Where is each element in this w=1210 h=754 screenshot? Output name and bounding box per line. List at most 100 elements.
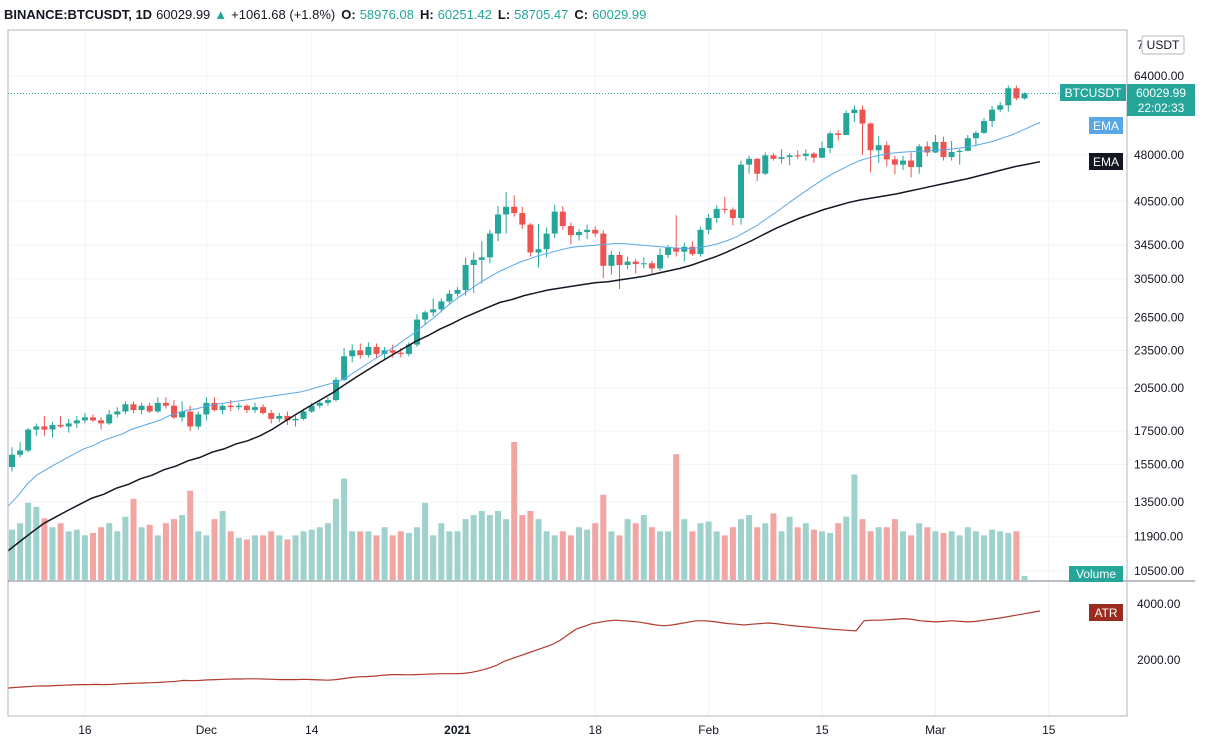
candle-body xyxy=(746,158,753,165)
ema-fast-line xyxy=(7,122,1041,507)
volume-bar xyxy=(883,527,890,580)
change-arrow: ▲ xyxy=(214,6,228,22)
volume-bar xyxy=(746,515,753,580)
candle-body xyxy=(754,158,761,174)
volume-bar xyxy=(284,539,291,580)
volume-bar xyxy=(65,531,72,580)
volume-badge: Volume xyxy=(1069,566,1123,582)
price-tick-label: 34500.00 xyxy=(1134,238,1184,252)
time-tick-label: 2021 xyxy=(444,723,471,737)
volume-bar xyxy=(956,535,963,580)
volume-bar xyxy=(365,531,372,580)
candle-body xyxy=(130,404,137,411)
candle-body xyxy=(414,319,420,345)
candle-body xyxy=(292,418,299,421)
price-tick-label: 17500.00 xyxy=(1134,424,1184,438)
volume-bar xyxy=(624,519,631,580)
volume-bar xyxy=(567,535,574,580)
price-axis[interactable]: 7 64000.00 48000.00 40500.00 34500.00 30500.0… xyxy=(1134,38,1184,578)
volume-bar xyxy=(989,529,996,580)
candle-body xyxy=(495,214,501,234)
candle-body xyxy=(551,211,558,234)
volume-bars xyxy=(9,442,1028,580)
candle-body xyxy=(519,213,526,225)
candle-body xyxy=(956,150,963,152)
atr-badge: ATR xyxy=(1089,604,1123,621)
time-tick-label: 18 xyxy=(589,723,603,737)
volume-bar xyxy=(349,531,356,580)
high-value: 60251.42 xyxy=(437,6,492,22)
candle-body xyxy=(673,247,680,252)
volume-bar xyxy=(665,531,672,580)
candle-body xyxy=(835,133,842,135)
candle-body xyxy=(981,121,987,133)
time-tick-label: 15 xyxy=(1042,723,1056,737)
candle-body xyxy=(397,352,404,354)
volume-bar xyxy=(689,531,696,580)
price-tick-label: 30500.00 xyxy=(1134,272,1184,286)
volume-bar xyxy=(810,529,817,580)
candle-body xyxy=(268,412,275,419)
volume-bar xyxy=(900,531,906,580)
volume-bar xyxy=(794,527,801,580)
volume-bar xyxy=(819,531,825,580)
close-label: C: xyxy=(574,6,589,22)
candle-body xyxy=(65,423,72,427)
time-axis[interactable]: 16 Dec 14 2021 18 Feb 15 Mar 15 xyxy=(78,723,1056,737)
candle-body xyxy=(9,454,15,468)
candle-body xyxy=(211,402,218,411)
volume-bar xyxy=(162,523,169,580)
price-tag: BTCUSDT 60029.99 22:02:33 xyxy=(1060,84,1195,116)
volume-bar xyxy=(1021,575,1028,580)
candle-body xyxy=(17,450,24,455)
volume-bar xyxy=(114,531,121,580)
frame-border xyxy=(7,29,1128,717)
volume-bar xyxy=(235,537,242,580)
volume-bar xyxy=(948,531,955,580)
open-value: 58976.08 xyxy=(359,6,414,22)
candle-body xyxy=(908,160,915,168)
candle-body xyxy=(503,206,510,215)
volume-bar xyxy=(25,502,32,580)
candle-body xyxy=(681,246,688,252)
candle-body xyxy=(843,113,850,135)
candle-body xyxy=(859,109,866,124)
symbol-name[interactable]: BINANCE:BTCUSDT, 1D xyxy=(4,6,153,22)
candle-body xyxy=(243,405,250,411)
candle-body xyxy=(624,261,631,265)
candle-body xyxy=(786,155,793,158)
candle-body xyxy=(997,105,1004,110)
volume-bar xyxy=(738,519,744,580)
atr-label: ATR xyxy=(1094,606,1117,620)
candle-body xyxy=(559,211,566,227)
currency-badge[interactable]: USDT xyxy=(1141,35,1185,55)
last-price: 60029.99 xyxy=(156,6,211,22)
atr-axis[interactable]: 4000.00 2000.00 xyxy=(1137,597,1181,667)
volume-bar xyxy=(721,535,728,580)
candle-body xyxy=(584,229,591,233)
volume-bar xyxy=(454,531,461,580)
time-tick-label: 15 xyxy=(815,723,829,737)
volume-bar xyxy=(470,515,477,580)
volume-bar xyxy=(316,527,323,580)
price-tick-label: 26500.00 xyxy=(1134,310,1184,324)
candle-body xyxy=(478,257,485,260)
ema-fast-label: EMA xyxy=(1093,119,1119,133)
volume-bar xyxy=(997,531,1004,580)
ema-slow-label: EMA xyxy=(1093,155,1119,169)
volume-bar xyxy=(260,535,267,580)
volume-bar xyxy=(389,535,396,580)
candle-body xyxy=(227,405,234,408)
candle-body xyxy=(543,233,550,250)
price-tick-label: 11900.00 xyxy=(1134,530,1183,544)
volume-bar xyxy=(405,532,412,580)
candle-body xyxy=(90,417,96,421)
volume-bar xyxy=(462,519,469,580)
volume-bar xyxy=(843,516,850,580)
price-tick-label: 13500.00 xyxy=(1134,495,1184,509)
candle-body xyxy=(964,138,971,151)
ema-fast-badge: EMA xyxy=(1089,117,1123,134)
symbol-header: BINANCE:BTCUSDT, 1D 60029.99 ▲ +1061.68 … xyxy=(4,4,646,24)
candle-body xyxy=(438,301,445,310)
